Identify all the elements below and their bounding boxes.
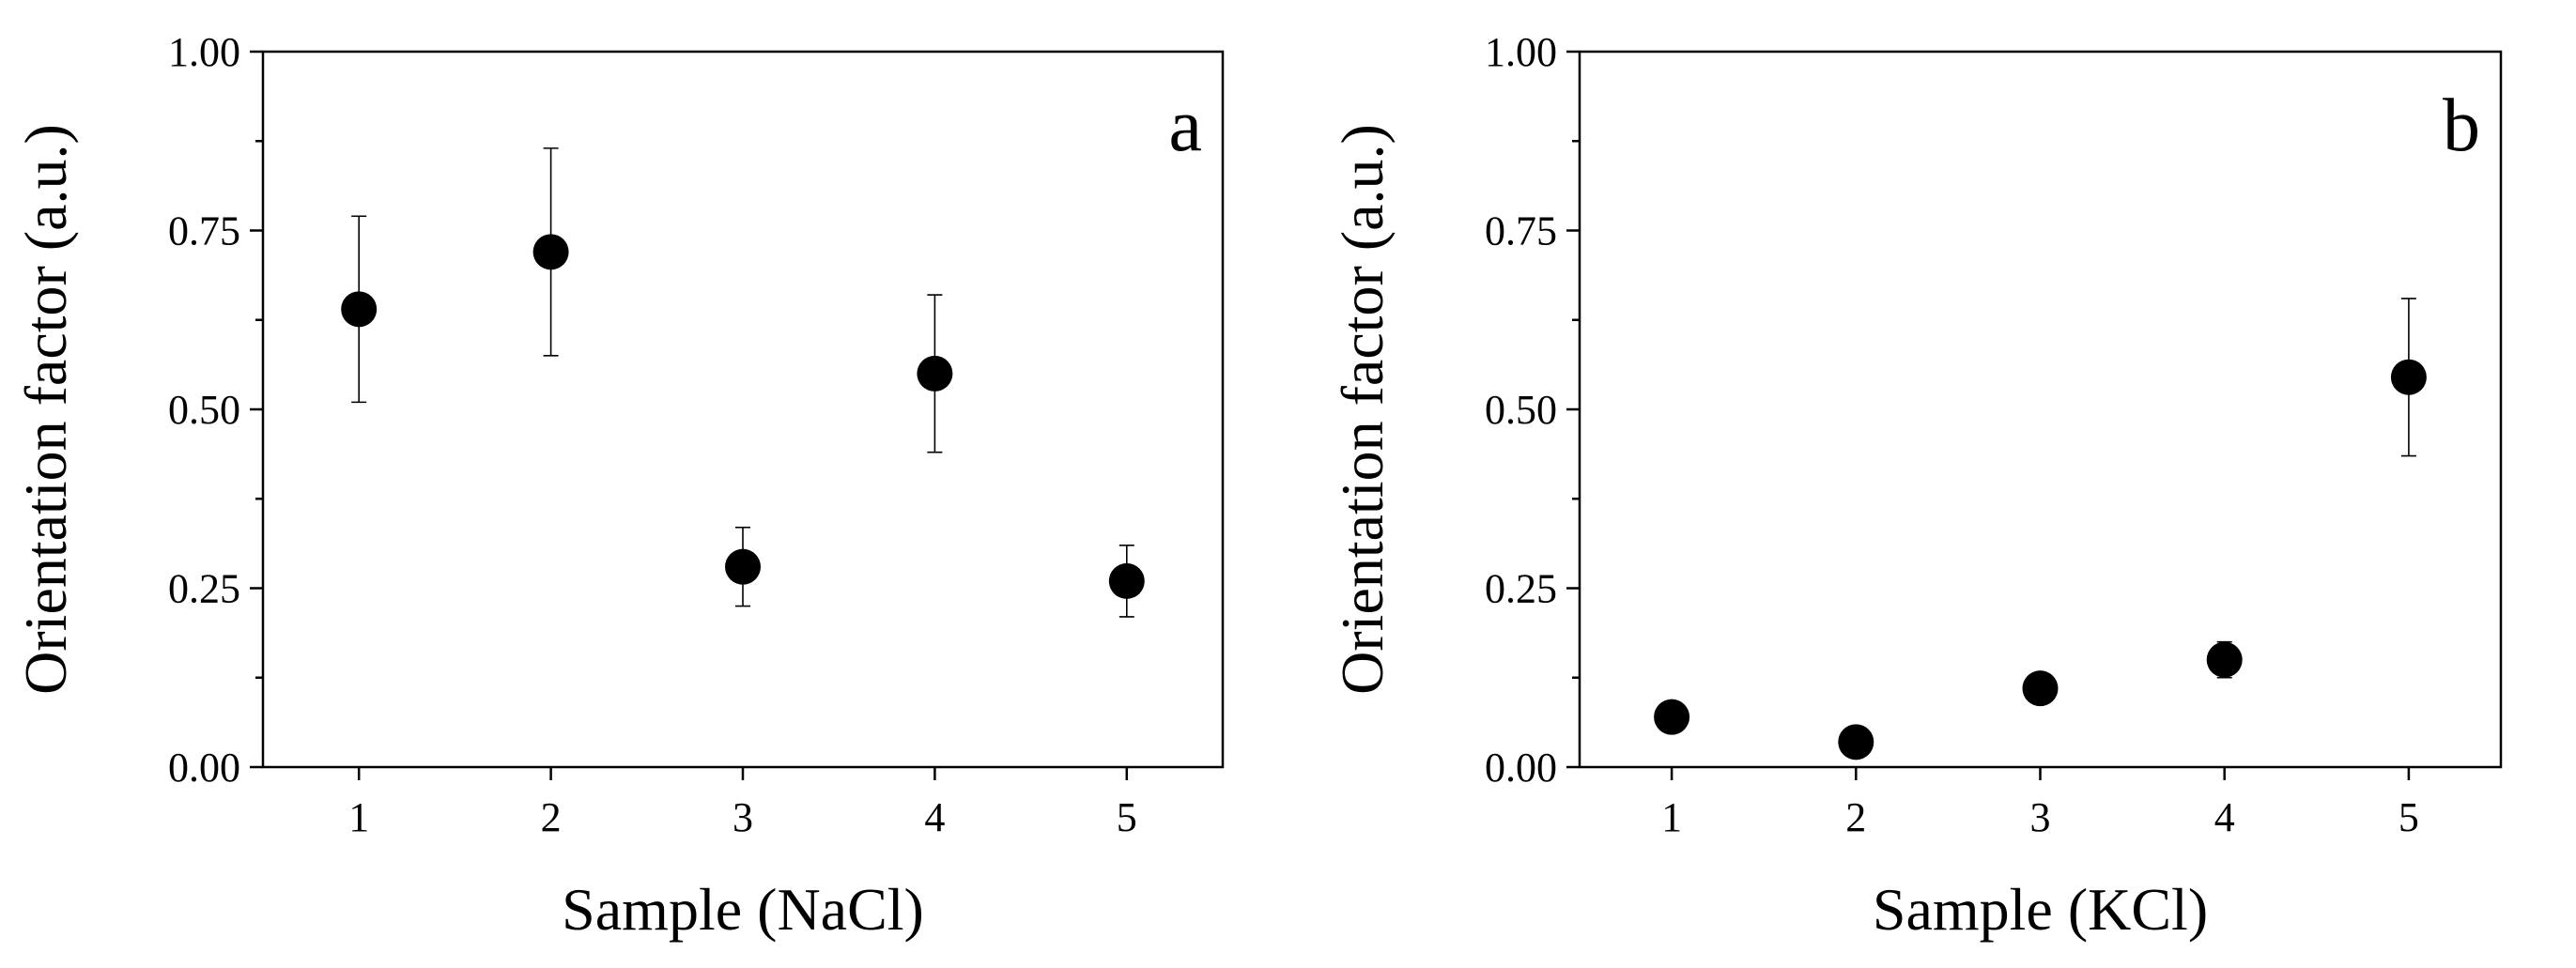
plot-frame [1578,50,2503,769]
data-point [917,355,953,392]
y-tick-label: 0.25 [1485,566,1557,612]
x-tick-label: 1 [1661,794,1682,840]
x-tick-label: 2 [541,794,562,840]
y-axis-title: Orientation factor (a.u.) [1329,124,1396,695]
x-tick-label: 4 [924,794,945,840]
x-tick-label: 1 [348,794,369,840]
y-tick-label: 0.00 [1485,745,1557,791]
x-axis-title: Sample (KCl) [1873,876,2208,943]
chart-panel-b: 0.00 0.25 0.50 0.75 1.00 1 2 3 4 5 Sample (KCl) Ori… [1329,29,2503,943]
data-point [1108,562,1145,599]
y-tick-label: 0.75 [1485,208,1557,254]
y-axis-title: Orientation factor (a.u.) [12,124,79,695]
y-tick-label: 0.00 [168,745,240,791]
data-point [341,291,378,328]
x-tick-label: 3 [733,794,753,840]
y-tick-label: 1.00 [168,29,240,75]
x-axis-title: Sample (NaCl) [562,876,924,943]
plot-frame [261,50,1225,769]
y-tick-label: 0.25 [168,566,240,612]
y-tick-label: 0.75 [168,208,240,254]
y-tick-label: 0.50 [1485,387,1557,433]
x-tick-label: 5 [1117,794,1137,840]
data-point [1838,724,1874,761]
data-point [2022,670,2059,707]
y-tick-label: 1.00 [1485,29,1557,75]
data-point [725,548,761,585]
panel-label: a [1168,85,1202,167]
x-tick-label: 2 [1845,794,1866,840]
data-point [2206,641,2243,678]
x-tick-label: 4 [2214,794,2235,840]
data-point [2390,359,2427,395]
data-point [532,234,569,270]
panel-label: b [2443,85,2480,167]
y-tick-label: 0.50 [168,387,240,433]
data-point [1654,699,1690,735]
chart-panel-a: 0.00 0.25 0.50 0.75 1.00 1 2 3 4 5 Sample (NaCl) Or… [12,29,1225,943]
x-tick-label: 3 [2030,794,2051,840]
x-tick-label: 5 [2399,794,2419,840]
